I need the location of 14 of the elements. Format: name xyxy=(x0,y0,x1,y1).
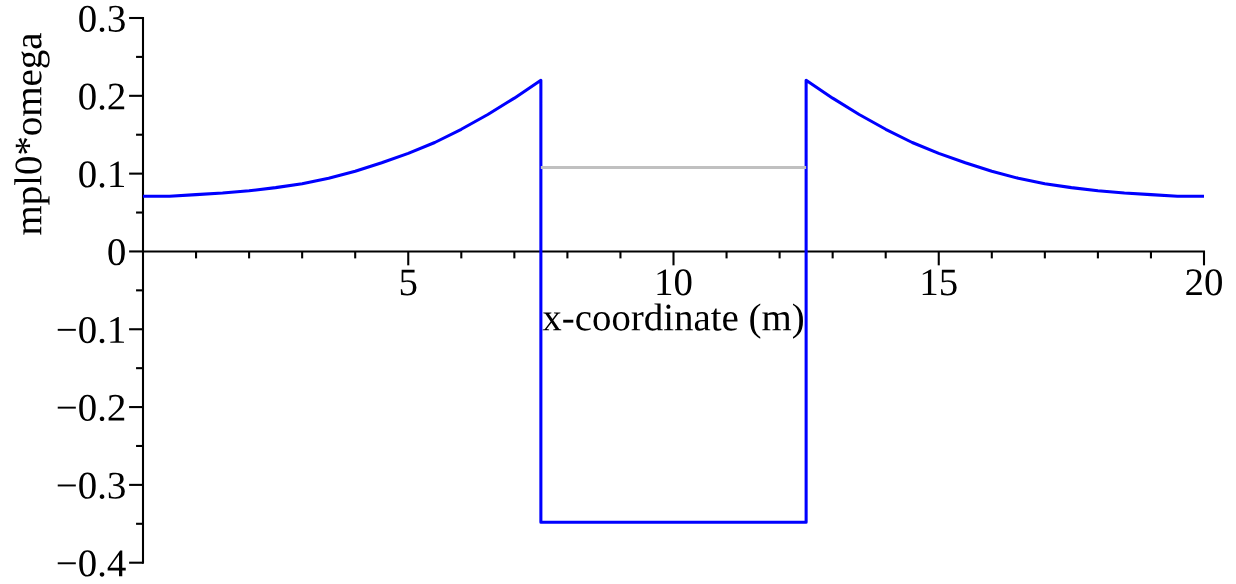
y-axis-title: mpl0*omega xyxy=(14,33,50,235)
y-tick-label: 0.2 xyxy=(79,83,125,110)
y-tick-label: 0.1 xyxy=(79,161,124,188)
x-axis-title: x-coordinate (m) xyxy=(542,303,803,339)
y-tick-label: 0 xyxy=(108,239,125,266)
y-tick-label: −0.4 xyxy=(57,550,126,577)
y-tick-label: −0.3 xyxy=(57,472,125,499)
x-tick-label: 20 xyxy=(1186,269,1222,296)
x-tick-label: 5 xyxy=(400,269,417,296)
y-tick-label: 0.3 xyxy=(79,5,125,33)
x-tick-label: 15 xyxy=(922,269,957,296)
y-tick-label: −0.1 xyxy=(57,316,124,344)
x-tick-label: 10 xyxy=(657,269,692,296)
y-tick-label: −0.2 xyxy=(57,394,125,422)
